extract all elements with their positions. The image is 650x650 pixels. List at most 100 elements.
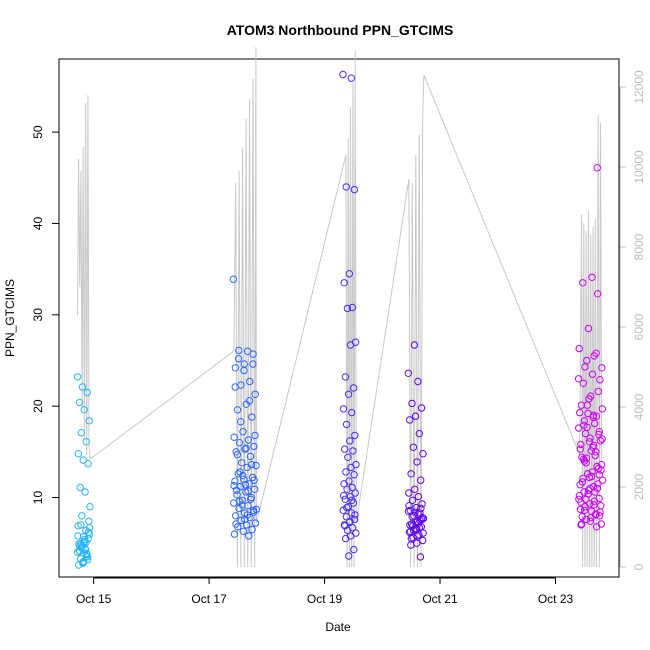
data-point [250, 476, 258, 484]
data-point [598, 405, 606, 413]
data-point [238, 459, 246, 467]
data-points [73, 70, 607, 569]
data-point [598, 364, 606, 372]
data-point [341, 534, 350, 543]
y-tick-label: 30 [31, 308, 45, 322]
data-point [342, 468, 350, 476]
data-point [245, 397, 254, 405]
data-point [592, 510, 600, 518]
data-point [587, 392, 595, 400]
data-point [230, 481, 238, 490]
data-point [592, 412, 601, 420]
data-point [410, 341, 419, 349]
data-point [406, 416, 414, 424]
y2-tick-label: 8000 [632, 233, 646, 260]
y2-tick-label: 10000 [632, 150, 646, 184]
data-point [340, 480, 348, 488]
data-point [591, 488, 599, 496]
data-point [247, 460, 256, 469]
data-point [231, 477, 239, 485]
data-point [407, 470, 415, 478]
data-point [79, 456, 87, 464]
data-point [411, 412, 420, 420]
data-point [575, 424, 583, 432]
data-point [239, 471, 247, 480]
data-point [594, 290, 602, 298]
data-point [574, 375, 583, 383]
data-point [248, 525, 256, 534]
data-point [583, 423, 591, 431]
x-tick-label: Oct 23 [538, 592, 574, 606]
data-point [585, 438, 594, 446]
data-point [350, 471, 358, 479]
data-point [408, 399, 416, 408]
data-point [413, 532, 421, 540]
data-point [585, 473, 593, 482]
data-point [347, 509, 356, 517]
data-point [414, 377, 422, 386]
data-point [250, 508, 258, 516]
data-point [416, 553, 425, 561]
data-point [235, 439, 244, 447]
data-point [406, 527, 415, 535]
data-point [404, 369, 412, 377]
data-point [576, 505, 585, 514]
data-point [584, 470, 592, 478]
data-point [252, 461, 260, 470]
data-point [234, 355, 243, 363]
data-point [232, 512, 240, 520]
data-point [249, 350, 257, 358]
data-point [348, 496, 356, 504]
data-point [346, 437, 354, 445]
data-point [407, 534, 415, 543]
data-point [339, 70, 347, 79]
data-point [241, 481, 250, 489]
data-point [419, 529, 427, 537]
data-point [597, 466, 605, 474]
data-point [77, 429, 86, 437]
data-point [78, 383, 87, 391]
data-point [82, 438, 90, 446]
data-point [230, 530, 239, 538]
data-point [84, 528, 93, 536]
data-point [247, 495, 255, 503]
data-point [577, 498, 585, 506]
axes: Oct 15 Oct 17 Oct 19 Oct 21 Oct 23 10 20 30 40 50… [31, 70, 646, 606]
data-point [416, 516, 424, 525]
data-point [418, 500, 426, 508]
data-point [248, 413, 256, 421]
data-point [591, 451, 599, 460]
data-point [249, 360, 257, 368]
data-point [231, 383, 239, 391]
data-point [346, 517, 354, 525]
data-point [415, 429, 423, 438]
data-point [582, 459, 590, 467]
data-point [598, 435, 606, 443]
data-point [419, 450, 427, 458]
data-point [596, 437, 605, 445]
data-point [229, 275, 238, 283]
data-point [586, 517, 595, 525]
data-point [242, 444, 250, 452]
data-point [342, 183, 350, 191]
data-point [351, 431, 359, 440]
data-point [411, 485, 419, 493]
data-point [74, 522, 82, 530]
y-tick-label: 50 [31, 125, 45, 139]
data-point [577, 440, 585, 449]
data-point [414, 492, 423, 501]
data-point [348, 483, 356, 492]
data-point [346, 341, 355, 349]
data-point [575, 344, 583, 353]
data-point [241, 445, 249, 453]
data-point [347, 463, 355, 472]
data-point [595, 471, 604, 479]
data-point [76, 555, 85, 563]
data-point [595, 512, 604, 520]
data-point [238, 496, 247, 504]
data-point [595, 494, 603, 503]
data-point [351, 511, 359, 519]
data-point [244, 436, 253, 444]
data-point [250, 442, 258, 451]
